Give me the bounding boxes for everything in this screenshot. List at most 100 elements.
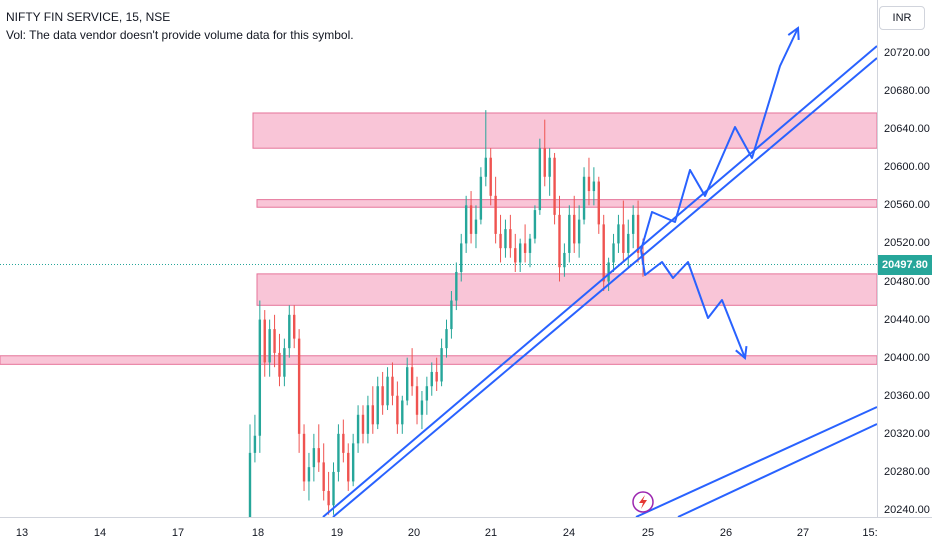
arrowhead xyxy=(787,26,800,41)
candle-body xyxy=(489,157,492,196)
candle-body xyxy=(337,433,340,472)
price-scale[interactable]: 20720.00 20680.00 20640.00 20600.00 20560.00… xyxy=(877,0,932,517)
time-tick-label: 25 xyxy=(641,527,655,539)
time-tick-label: 27 xyxy=(796,527,810,539)
price-tick-label: 20560.00 xyxy=(884,199,930,212)
candle-body xyxy=(366,405,370,434)
candles-layer xyxy=(248,110,645,517)
candle-body xyxy=(622,224,625,253)
candle-body xyxy=(273,329,276,353)
candle-body xyxy=(553,157,556,215)
chart-legend: NIFTY FIN SERVICE, 15, NSE Vol: The data… xyxy=(6,8,354,44)
supply-demand-zone[interactable] xyxy=(252,112,878,149)
candle-body xyxy=(268,329,271,363)
candle-body xyxy=(322,462,325,491)
candle-body xyxy=(283,348,286,377)
candle-body xyxy=(342,433,345,453)
time-tick-label: 14 xyxy=(93,527,107,539)
time-tick-label: 19 xyxy=(330,527,344,539)
candle-body xyxy=(582,176,586,220)
candle-body xyxy=(592,181,596,192)
price-tick-label: 20640.00 xyxy=(884,123,930,136)
arrowhead xyxy=(735,345,748,360)
candle-body xyxy=(401,400,404,425)
price-tick-label: 20600.00 xyxy=(884,161,930,174)
trendline[interactable] xyxy=(635,406,878,518)
candle-body xyxy=(351,443,355,482)
candle-body xyxy=(445,329,448,349)
candle-body xyxy=(278,352,281,377)
candle-body xyxy=(450,300,453,330)
time-tick-label: 21 xyxy=(484,527,498,539)
candle-body xyxy=(248,452,252,517)
candle-body xyxy=(440,348,443,382)
candle-body xyxy=(386,376,389,406)
lightning-icon-glyph xyxy=(639,495,647,509)
candle-body xyxy=(420,400,424,415)
zones-layer xyxy=(0,112,878,365)
price-tick-label: 20520.00 xyxy=(884,237,930,250)
candle-body xyxy=(558,214,561,268)
candle-body xyxy=(297,338,301,434)
candle-body xyxy=(327,490,330,506)
last-price-tag: 20497.80 xyxy=(878,254,932,275)
candle-body xyxy=(528,238,532,253)
volume-note: Vol: The data vendor doesn't provide vol… xyxy=(6,28,354,42)
price-tick-label: 20440.00 xyxy=(884,313,930,326)
trendline[interactable] xyxy=(677,423,878,518)
candle-body xyxy=(258,319,262,436)
supply-demand-zone[interactable] xyxy=(256,273,878,306)
price-tick-label: 20240.00 xyxy=(884,504,930,516)
candle-body xyxy=(307,467,311,482)
projected-path[interactable] xyxy=(640,249,746,359)
time-scale[interactable]: 13 14 17 18 19 20 21 24 25 26 27 15: xyxy=(0,517,932,551)
candle-body xyxy=(543,148,546,177)
price-tick-label: 20680.00 xyxy=(884,85,930,98)
candle-body xyxy=(435,371,438,382)
candle-body xyxy=(302,433,306,482)
symbol-title[interactable]: NIFTY FIN SERVICE, 15, NSE xyxy=(6,10,171,24)
supply-demand-zone[interactable] xyxy=(256,199,878,208)
candle-body xyxy=(631,214,635,234)
candle-body xyxy=(577,219,581,244)
candle-body xyxy=(568,214,571,253)
projected-path[interactable] xyxy=(640,27,799,251)
candle-body xyxy=(317,448,320,463)
candle-body xyxy=(415,386,419,415)
trendline[interactable] xyxy=(322,45,878,518)
candle-body xyxy=(504,229,507,249)
trendlines-layer xyxy=(322,26,878,518)
candle-body xyxy=(573,214,576,244)
candle-body xyxy=(523,243,527,253)
candle-body xyxy=(607,262,610,282)
candle-body xyxy=(464,205,468,244)
trendline[interactable] xyxy=(332,57,878,518)
candle-body xyxy=(563,252,566,268)
candle-body xyxy=(533,210,537,239)
candle-body xyxy=(347,452,350,482)
time-tick-label: 15: xyxy=(862,527,878,539)
time-tick-label: 20 xyxy=(407,527,421,539)
candle-body xyxy=(460,243,463,272)
candle-body xyxy=(484,157,487,177)
candle-body xyxy=(494,195,497,234)
candle-body xyxy=(425,386,429,401)
candle-body xyxy=(587,176,591,192)
time-tick-label: 24 xyxy=(562,527,576,539)
candle-body xyxy=(312,448,316,468)
candle-body xyxy=(499,233,502,249)
price-tick-label: 20360.00 xyxy=(884,389,930,402)
currency-button[interactable]: INR xyxy=(879,6,925,30)
candle-body xyxy=(410,367,414,387)
candle-body xyxy=(469,205,473,234)
time-tick-label: 26 xyxy=(719,527,733,539)
candle-body xyxy=(361,414,365,434)
candle-body xyxy=(430,371,433,387)
candle-body xyxy=(509,229,512,249)
candle-body xyxy=(396,395,399,425)
candle-body xyxy=(474,219,478,234)
price-tick-label: 20720.00 xyxy=(884,47,930,59)
candle-body xyxy=(371,405,375,425)
